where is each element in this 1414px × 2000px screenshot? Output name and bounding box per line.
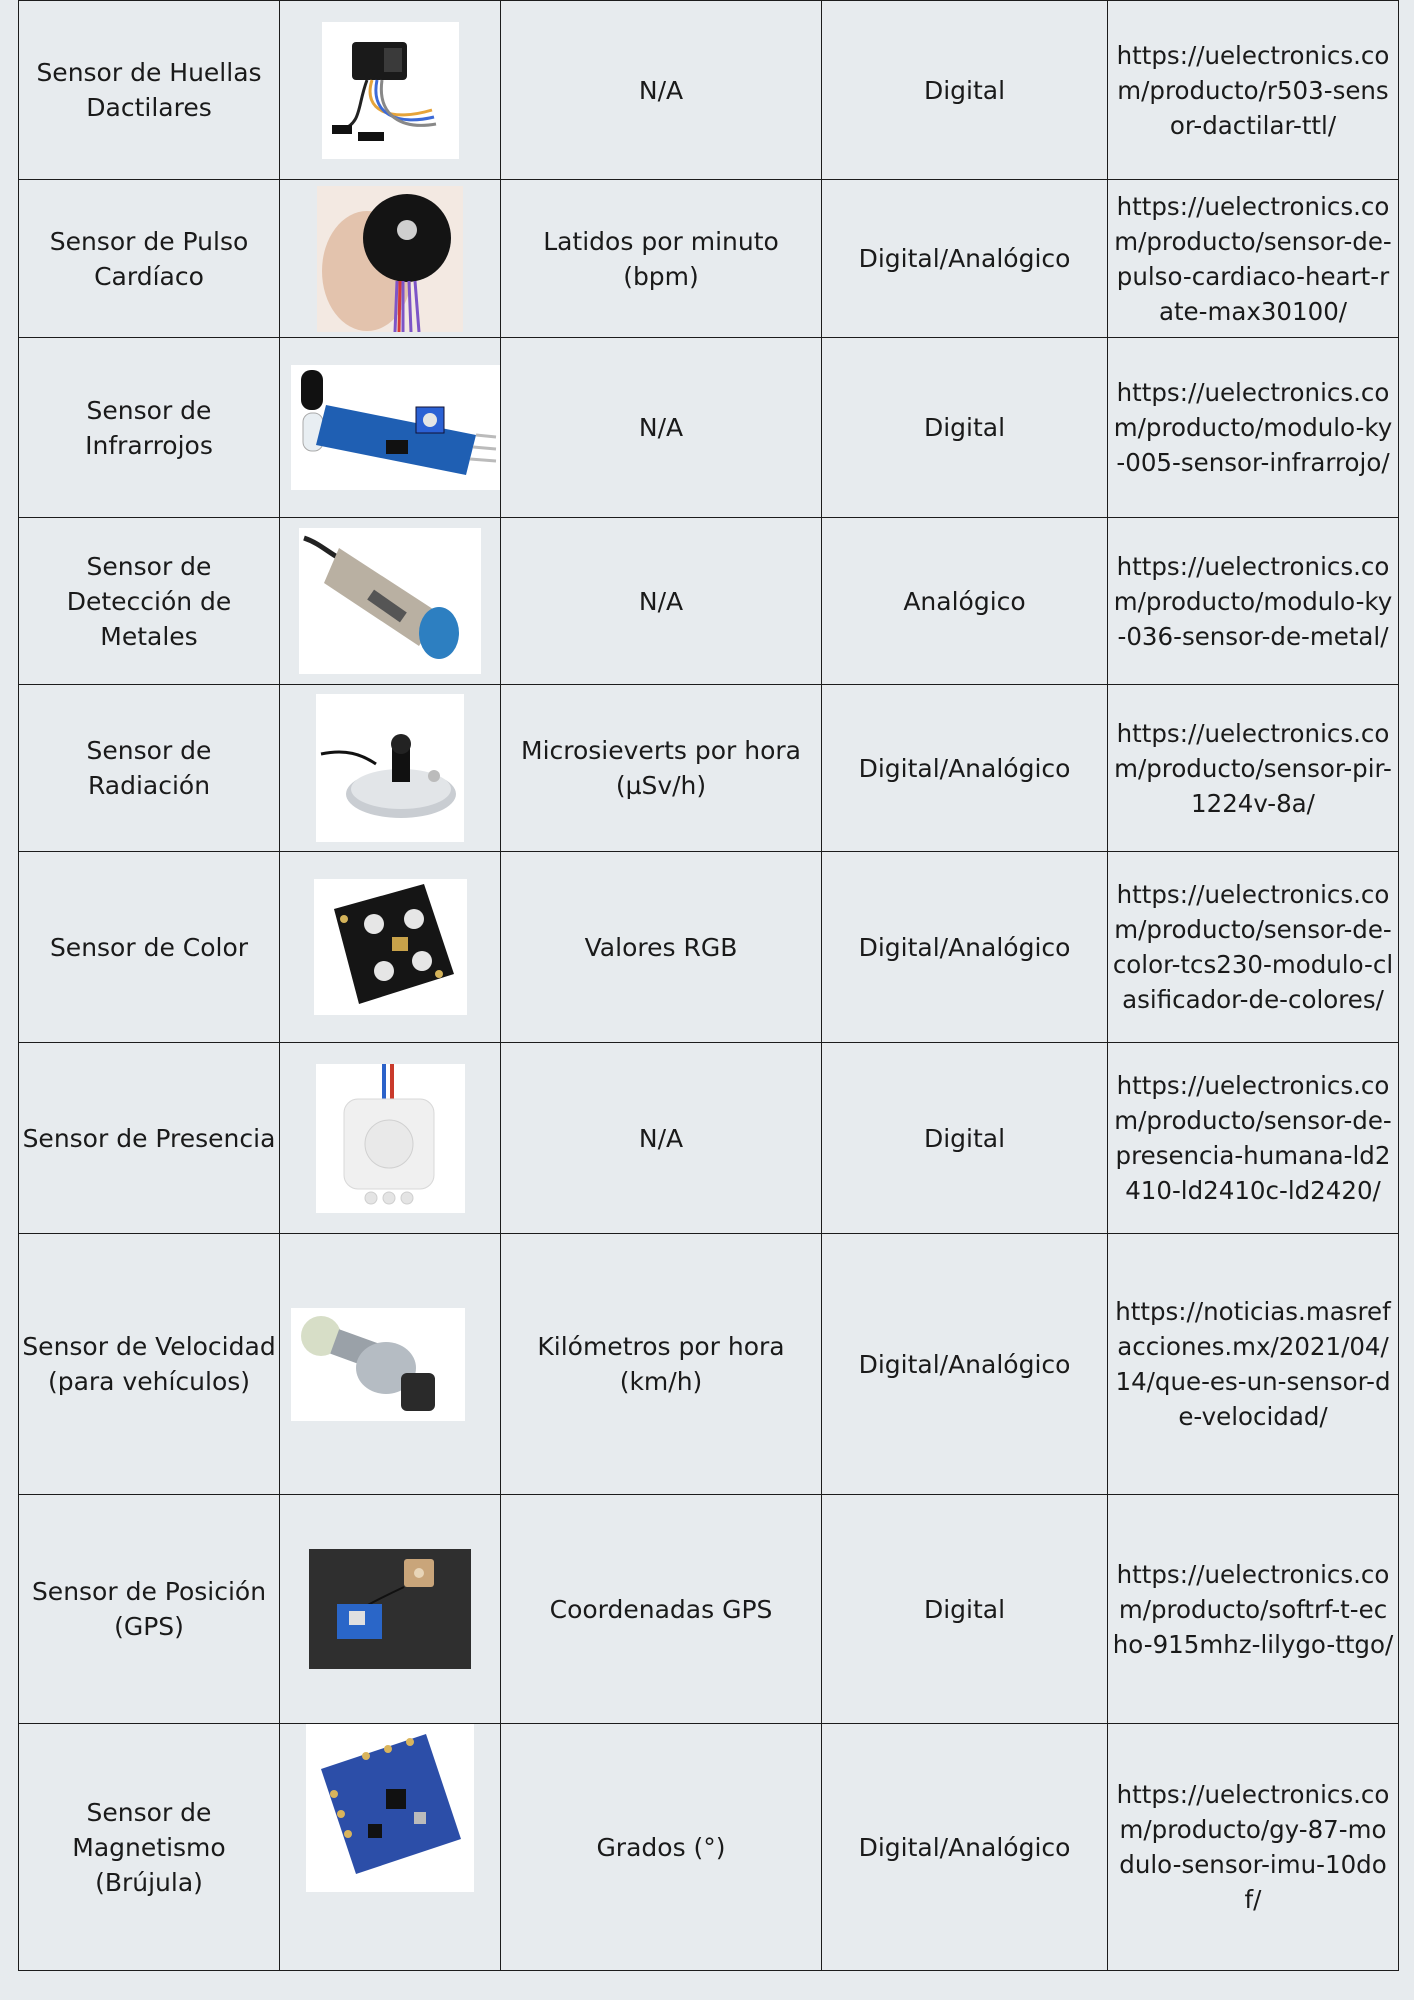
unit-cell: Kilómetros por hora (km/h) <box>500 1233 822 1495</box>
color-sensor-image <box>313 879 467 1015</box>
sensor-name-cell: Sensor de Velocidad (para vehículos) <box>18 1233 280 1495</box>
signal-type-cell: Digital/Analógico <box>821 684 1108 852</box>
pulse-sensor-image <box>317 185 463 332</box>
product-link[interactable]: https://uelectronics.com/producto/sensor… <box>1107 1042 1399 1234</box>
product-link[interactable]: https://uelectronics.com/producto/sensor… <box>1107 179 1399 338</box>
table-row: Sensor de Posición (GPS) Coordenadas GPS… <box>18 1494 1399 1724</box>
table-row: Sensor de Velocidad (para vehículos) Kil… <box>18 1233 1399 1495</box>
table-row: Sensor de Detección de Metales N/A Analó… <box>18 517 1399 685</box>
sensor-name-cell: Sensor de Infrarrojos <box>18 337 280 518</box>
sensor-name-cell: Sensor de Pulso Cardíaco <box>18 179 280 338</box>
signal-type-cell: Digital <box>821 1494 1108 1724</box>
product-link[interactable]: https://uelectronics.com/producto/r503-s… <box>1107 0 1399 180</box>
unit-cell: N/A <box>500 0 822 180</box>
table-row: Sensor de Radiación Microsieverts por ho… <box>18 684 1399 852</box>
unit-cell: Microsieverts por hora (µSv/h) <box>500 684 822 852</box>
gps-sensor-image <box>309 1549 471 1669</box>
product-link[interactable]: https://uelectronics.com/producto/softrf… <box>1107 1494 1399 1724</box>
sensor-name-cell: Sensor de Color <box>18 851 280 1043</box>
signal-type-cell: Digital/Analógico <box>821 851 1108 1043</box>
signal-type-cell: Digital/Analógico <box>821 1723 1108 1971</box>
table-row: Sensor de Presencia N/A Digital https <box>18 1042 1399 1234</box>
fingerprint-sensor-image <box>321 21 459 159</box>
sensor-table: Sensor de Huellas Dactilares N/A <box>18 0 1399 1971</box>
unit-cell: Grados (°) <box>500 1723 822 1971</box>
presence-sensor-image <box>315 1063 465 1213</box>
table-row: Sensor de Color Valores RGB Di <box>18 851 1399 1043</box>
sensor-name-cell: Sensor de Posición (GPS) <box>18 1494 280 1724</box>
product-link[interactable]: https://uelectronics.com/producto/modulo… <box>1107 517 1399 685</box>
unit-cell: N/A <box>500 337 822 518</box>
metal-detection-sensor-image <box>299 528 481 674</box>
product-link[interactable]: https://uelectronics.com/producto/modulo… <box>1107 337 1399 518</box>
signal-type-cell: Digital/Analógico <box>821 1233 1108 1495</box>
speed-sensor-image <box>291 1307 465 1421</box>
product-link[interactable]: https://uelectronics.com/producto/sensor… <box>1107 684 1399 852</box>
unit-cell: Valores RGB <box>500 851 822 1043</box>
sensor-name-cell: Sensor de Magnetismo (Brújula) <box>18 1723 280 1971</box>
unit-cell: N/A <box>500 517 822 685</box>
product-link[interactable]: https://uelectronics.com/producto/sensor… <box>1107 851 1399 1043</box>
signal-type-cell: Digital <box>821 0 1108 180</box>
signal-type-cell: Digital <box>821 1042 1108 1234</box>
signal-type-cell: Digital/Analógico <box>821 179 1108 338</box>
table-row: Sensor de Magnetismo (Brújula) <box>18 1723 1399 1971</box>
signal-type-cell: Analógico <box>821 517 1108 685</box>
table-row: Sensor de Infrarrojos N <box>18 337 1399 518</box>
product-link[interactable]: https://uelectronics.com/producto/gy-87-… <box>1107 1723 1399 1971</box>
unit-cell: Latidos por minuto (bpm) <box>500 179 822 338</box>
signal-type-cell: Digital <box>821 337 1108 518</box>
sensor-name-cell: Sensor de Presencia <box>18 1042 280 1234</box>
product-link[interactable]: https://noticias.masrefacciones.mx/2021/… <box>1107 1233 1399 1495</box>
sensor-name-cell: Sensor de Detección de Metales <box>18 517 280 685</box>
sensor-name-cell: Sensor de Radiación <box>18 684 280 852</box>
table-row: Sensor de Huellas Dactilares N/A <box>18 0 1399 180</box>
infrared-sensor-image <box>291 365 500 490</box>
unit-cell: N/A <box>500 1042 822 1234</box>
unit-cell: Coordenadas GPS <box>500 1494 822 1724</box>
table-row: Sensor de Pulso Cardíaco Latidos por min… <box>18 179 1399 338</box>
sensor-name-cell: Sensor de Huellas Dactilares <box>18 0 280 180</box>
radiation-sensor-image <box>316 694 464 842</box>
magnetism-compass-sensor-image <box>306 1724 474 1892</box>
